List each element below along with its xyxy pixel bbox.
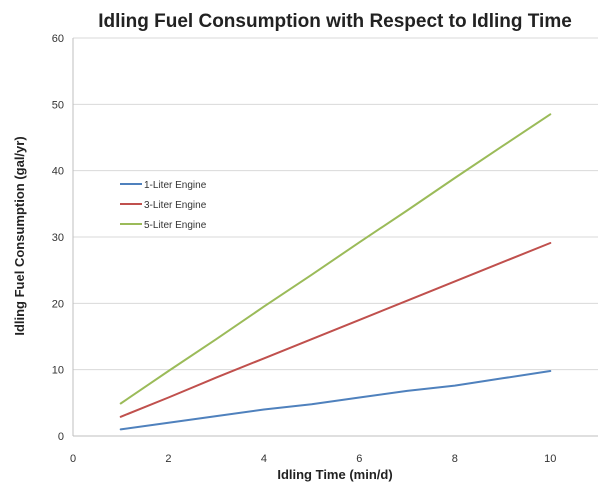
x-tick-label: 2 xyxy=(165,453,171,465)
legend-label: 5-Liter Engine xyxy=(144,220,207,231)
series-line-2 xyxy=(119,242,552,418)
x-tick-label: 4 xyxy=(261,453,267,465)
tick-labels: 0 10 20 30 40 50 60 0 2 4 6 8 10 xyxy=(52,33,557,465)
series-line-3 xyxy=(119,113,552,405)
chart-title: Idling Fuel Consumption with Respect to … xyxy=(98,11,572,32)
y-tick-label: 60 xyxy=(52,33,64,45)
legend: 1-Liter Engine 3-Liter Engine 5-Liter Engi… xyxy=(120,180,207,231)
y-tick-label: 0 xyxy=(58,431,64,443)
x-tick-label: 8 xyxy=(452,453,458,465)
series-line-1 xyxy=(119,370,552,431)
y-axis-label: Idling Fuel Consumption (gal/yr) xyxy=(12,136,27,335)
legend-label: 3-Liter Engine xyxy=(144,200,207,211)
x-tick-label: 10 xyxy=(544,453,556,465)
y-tick-label: 30 xyxy=(52,232,64,244)
y-tick-label: 50 xyxy=(52,99,64,111)
axes xyxy=(72,38,598,437)
legend-label: 1-Liter Engine xyxy=(144,180,207,191)
y-tick-label: 20 xyxy=(52,298,64,310)
x-axis-label: Idling Time (min/d) xyxy=(277,467,392,482)
y-tick-label: 10 xyxy=(52,365,64,377)
x-tick-label: 0 xyxy=(70,453,76,465)
series-lines xyxy=(119,113,552,431)
gridlines xyxy=(73,37,598,371)
y-tick-label: 40 xyxy=(52,166,64,178)
x-tick-label: 6 xyxy=(356,453,362,465)
